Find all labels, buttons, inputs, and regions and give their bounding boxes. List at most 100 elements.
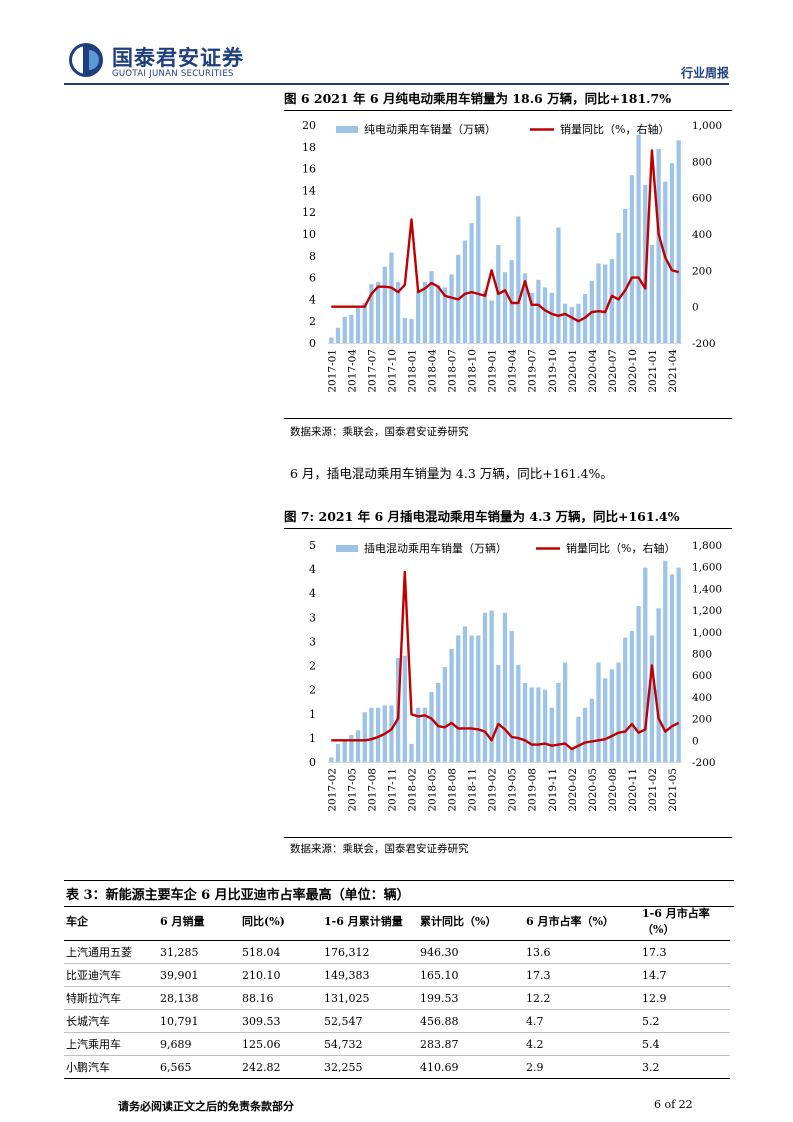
chart-bar bbox=[589, 698, 594, 762]
y-left-tick-label: 12 bbox=[302, 206, 316, 219]
chart-bar bbox=[456, 635, 461, 762]
chart-bar bbox=[389, 705, 394, 762]
x-tick-label: 2020-04 bbox=[587, 349, 599, 393]
chart-bar bbox=[669, 163, 675, 343]
chart-bar bbox=[369, 707, 374, 762]
table-cell: 上汽通用五菱 bbox=[64, 940, 158, 964]
chart-bar bbox=[375, 281, 381, 343]
chart-bar bbox=[569, 307, 574, 343]
chart-bar bbox=[676, 567, 681, 762]
company-logo-icon bbox=[69, 43, 103, 77]
y-left-tick-label: 1 bbox=[309, 708, 316, 721]
table-header-cell: 累计同比（%） bbox=[418, 902, 524, 941]
y-right-tick-label: 400 bbox=[692, 692, 712, 704]
chart-bar bbox=[516, 216, 521, 343]
table-cell: 456.88 bbox=[418, 1009, 524, 1033]
chart-bar bbox=[349, 734, 354, 762]
table-row: 上汽乘用车 9,689 125.06 54,732 283.87 4.2 5.4 bbox=[64, 1032, 730, 1056]
chart-bar bbox=[329, 337, 334, 343]
chart-bar bbox=[556, 682, 561, 762]
y-right-tick-label: 800 bbox=[692, 156, 712, 168]
chart-bar bbox=[409, 743, 414, 762]
x-tick-label: 2018-04 bbox=[427, 349, 439, 393]
chart-bar bbox=[623, 637, 628, 762]
chart-bar bbox=[342, 316, 347, 343]
chart-bar bbox=[402, 655, 407, 762]
header-rule bbox=[64, 83, 729, 85]
table-header-cell: 1-6 月市占率（%） bbox=[640, 902, 730, 941]
figure7-chart: 0 1 1 2 2 3 3 4 4 5 -200 0 200 400 600 800 1,000 1,200 1,4… bbox=[309, 539, 722, 812]
company-name-cn: 国泰君安证券 bbox=[112, 46, 244, 70]
chart-bar bbox=[402, 317, 407, 343]
chart-bar bbox=[649, 244, 655, 343]
y-right-tick-label: 200 bbox=[692, 714, 712, 726]
x-tick-label: 2019-04 bbox=[507, 349, 519, 393]
chart-bar bbox=[335, 743, 341, 762]
chart-bar bbox=[663, 560, 668, 762]
table-cell: 210.10 bbox=[240, 963, 322, 987]
chart-bar bbox=[656, 148, 661, 343]
legend-line-label: 销量同比（%，右轴） bbox=[560, 122, 669, 136]
x-tick-label: 2017-11 bbox=[386, 768, 398, 812]
y-left-tick-label: 4 bbox=[309, 563, 316, 576]
y-left-tick-label: 3 bbox=[309, 611, 316, 624]
legend-bar-swatch bbox=[336, 126, 358, 133]
chart-bar bbox=[522, 273, 528, 343]
table-cell: 4.2 bbox=[524, 1032, 640, 1056]
chart-bar bbox=[335, 327, 341, 343]
x-tick-label: 2021-02 bbox=[647, 768, 659, 812]
table-cell: 410.69 bbox=[418, 1055, 524, 1079]
x-tick-label: 2019-05 bbox=[507, 768, 519, 812]
x-tick-label: 2018-07 bbox=[447, 349, 459, 393]
chart-bar bbox=[409, 319, 414, 343]
chart-bar bbox=[603, 678, 608, 762]
x-tick-label: 2017-01 bbox=[326, 349, 338, 393]
chart-bar bbox=[609, 259, 615, 343]
chart-bar bbox=[422, 707, 427, 762]
chart-bar bbox=[583, 707, 588, 762]
company-name-en: GUOTAI JUNAN SECURITIES bbox=[112, 69, 234, 79]
figure7-bottom-rule bbox=[284, 837, 732, 838]
chart-bar bbox=[462, 240, 468, 343]
chart-bar bbox=[636, 134, 641, 343]
table-cell: 242.82 bbox=[240, 1055, 322, 1079]
chart-bar bbox=[429, 271, 434, 343]
figure7-source: 数据来源：乘联会，国泰君安证券研究 bbox=[290, 843, 469, 855]
table-cell: 17.3 bbox=[524, 963, 640, 987]
x-tick-label: 2019-07 bbox=[527, 349, 539, 393]
table-row: 长城汽车 10,791 309.53 52,547 456.88 4.7 5.2 bbox=[64, 1009, 730, 1033]
table-row: 小鹏汽车 6,565 242.82 32,255 410.69 2.9 3.2 bbox=[64, 1055, 730, 1079]
table-cell: 88.16 bbox=[240, 986, 322, 1010]
chart-bar bbox=[355, 308, 361, 343]
chart-bar bbox=[629, 630, 635, 762]
y-right-tick-label: 200 bbox=[692, 265, 712, 277]
y-right-tick-label: 600 bbox=[692, 670, 712, 682]
chart-bar bbox=[609, 669, 615, 762]
table-cell: 10,791 bbox=[158, 1009, 240, 1033]
x-tick-label: 2020-05 bbox=[587, 768, 599, 812]
y-right-tick-label: 400 bbox=[692, 229, 712, 241]
chart-bar bbox=[516, 664, 521, 762]
chart-bar bbox=[382, 266, 387, 343]
chart-bar bbox=[562, 303, 568, 343]
chart-bar bbox=[395, 281, 401, 343]
y-right-tick-label: -200 bbox=[692, 338, 716, 350]
table-header-row: 车企 6 月销量 同比(%) 1-6 月累计销量 累计同比（%） 6 月市占率（… bbox=[64, 902, 730, 941]
chart-bar bbox=[489, 300, 494, 343]
x-tick-label: 2018-01 bbox=[406, 349, 418, 393]
legend-line-label: 销量同比（%，右轴） bbox=[566, 541, 675, 555]
table-cell: 149,383 bbox=[322, 963, 418, 987]
table-cell: 39,901 bbox=[158, 963, 240, 987]
table-cell: 9,689 bbox=[158, 1032, 240, 1056]
x-tick-label: 2017-04 bbox=[346, 349, 358, 393]
chart-bar bbox=[596, 662, 601, 762]
table-cell: 176,312 bbox=[322, 940, 418, 964]
table-cell: 309.53 bbox=[240, 1009, 322, 1033]
sales-table: 车企 6 月销量 同比(%) 1-6 月累计销量 累计同比（%） 6 月市占率（… bbox=[64, 902, 730, 1079]
chart-bar bbox=[416, 707, 421, 762]
chart-bar bbox=[562, 662, 568, 762]
table-cell: 17.3 bbox=[640, 940, 730, 964]
chart-bar bbox=[436, 285, 441, 343]
x-tick-label: 2017-08 bbox=[366, 768, 378, 812]
chart-bar bbox=[429, 691, 434, 762]
